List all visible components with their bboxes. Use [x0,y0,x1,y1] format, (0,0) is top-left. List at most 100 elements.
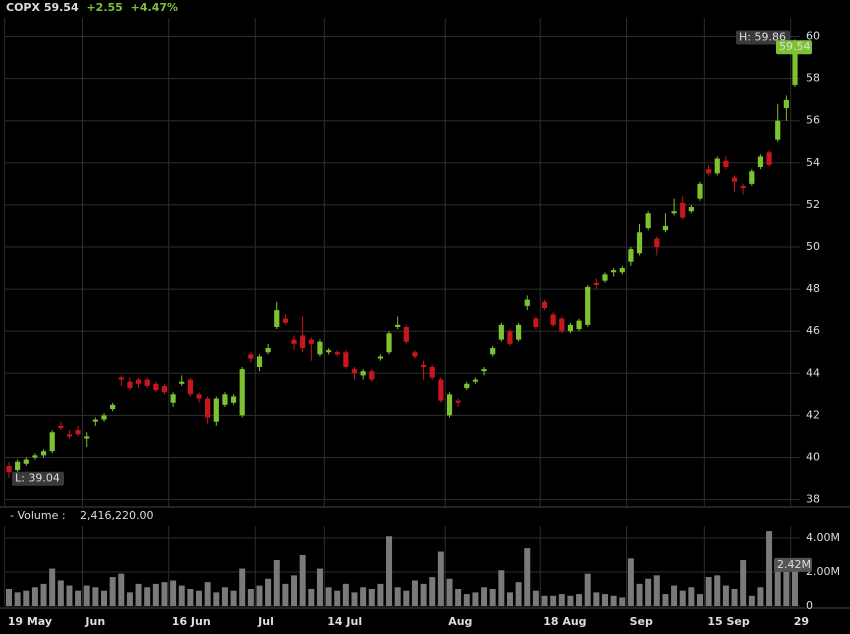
volume-bar [446,578,453,606]
volume-bar [722,585,729,606]
candle-body [403,326,409,342]
candle-body [662,225,669,231]
volume-bar [394,587,401,606]
last-price-label-box [776,40,812,55]
volume-tick-label: 2.00M [806,565,840,578]
candle-body [602,274,608,281]
volume-bar [196,590,203,606]
candle-body [498,324,504,340]
candle-body [110,404,116,410]
volume-bar [265,578,272,606]
candle-body [317,341,323,355]
high-label: H: 59.86 [739,30,786,43]
change-pct: +4.47% [131,1,178,14]
candle-body [472,379,479,382]
price: 59.54 [44,1,79,14]
candle-body [222,394,228,405]
candle-body [757,156,764,168]
volume-bar [783,571,790,606]
volume-bar [532,590,539,606]
volume-bar [748,595,755,606]
volume-bar [135,583,142,606]
volume-bar [455,588,462,606]
candle-body [15,461,21,471]
volume-bar [558,594,565,606]
candle-body [170,394,176,403]
y-tick-label: 38 [806,493,820,506]
candle-body [628,249,634,262]
volume-bar [239,568,246,606]
candle-body [351,369,358,374]
candle-body [205,398,211,418]
candle-body [144,379,150,386]
candle-body [446,394,453,416]
symbol: COPX [6,1,40,14]
volume-bar [49,568,56,606]
volume-bar [662,594,669,606]
candle-body [49,432,55,452]
candle-body [585,286,591,325]
candle-body [84,436,90,439]
candle-body [32,455,38,458]
volume-bar [498,570,505,606]
candle-body [731,177,738,182]
candle-body [775,120,781,140]
volume-bar [6,588,12,606]
volume-bar [645,578,652,606]
volume-bar [101,590,108,606]
candle-body [541,301,548,309]
volume-bar [489,588,496,606]
candle-body [58,425,64,429]
candle-body [248,354,254,359]
candle-body [300,335,306,349]
last-price-label: 59.54 [779,40,811,53]
volume-bar [170,580,177,606]
candle-body [507,331,513,344]
volume-bar [282,583,289,606]
candle-body [274,310,280,327]
volume-bar [506,592,513,606]
candle-body [619,268,625,273]
candle-body [6,465,12,473]
volume-bar [463,594,470,606]
volume-bar [342,583,349,606]
candle-body [256,356,263,367]
volume-bar [584,573,591,606]
volume-bar [204,582,211,606]
y-tick-label: 60 [806,30,820,43]
candle-body [490,348,496,355]
candle-body [282,318,288,323]
candle-body [524,299,530,306]
candle-body [412,352,418,357]
volume-bar [411,580,418,606]
candle-body [671,211,677,214]
volume-bar [386,536,393,606]
volume-bar [766,531,773,606]
candle-body [688,207,694,212]
candle-body [343,352,349,367]
volume-bar [636,583,643,606]
volume-bar [696,594,703,606]
x-tick-label: 15 Sep [707,615,750,628]
volume-bar [360,587,367,606]
candle-body [550,314,556,325]
candle-body [611,270,617,273]
candle-body [680,202,686,218]
volume-bar [774,565,781,606]
candle-body [369,371,375,380]
candle-body [196,394,202,399]
volume-bar [109,577,116,606]
volume-bar [178,585,185,606]
candle-body [179,381,185,384]
candle-body [334,352,340,355]
x-tick-label: Sep [630,615,653,628]
candle-body [567,324,574,332]
volume-bar [161,582,168,606]
volume-bar [230,590,237,606]
low-label-box [12,471,64,486]
volume-bar [368,588,375,606]
candle-body [66,434,73,437]
volume-bar [481,587,488,606]
candle-body [23,459,29,464]
candle-body [706,169,712,174]
